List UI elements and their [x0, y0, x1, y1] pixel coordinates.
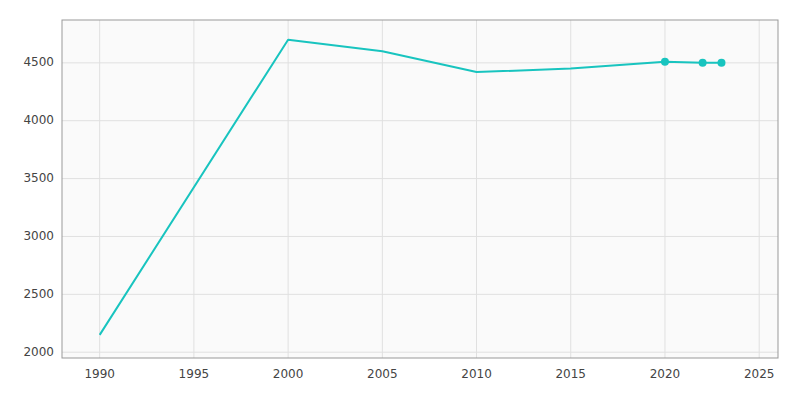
x-tick-label: 2000 — [273, 367, 304, 381]
y-grid-line — [62, 236, 778, 237]
y-tick-label: 4000 — [23, 113, 54, 127]
y-grid-line — [62, 178, 778, 179]
plot-background — [62, 20, 778, 358]
x-grid-line — [664, 20, 665, 358]
x-tick-label: 2020 — [650, 367, 681, 381]
x-tick-label: 1995 — [179, 367, 210, 381]
x-tick-label: 2025 — [744, 367, 775, 381]
y-tick-label: 4500 — [23, 55, 54, 69]
y-grid-line — [62, 294, 778, 295]
y-tick-label: 2500 — [23, 287, 54, 301]
x-grid-line — [476, 20, 477, 358]
x-tick-label: 2005 — [367, 367, 398, 381]
axes: 2000 2500 3000 3500 4000 4500 1990 1995 2000 2005… — [23, 20, 778, 381]
chart-container: 2000 2500 3000 3500 4000 4500 1990 1995 2000 2005… — [0, 0, 800, 400]
x-grid-line — [288, 20, 289, 358]
x-grid-line — [382, 20, 383, 358]
y-tick-label: 3000 — [23, 229, 54, 243]
y-grid-line — [62, 120, 778, 121]
plot-frame — [62, 20, 778, 358]
x-tick-label: 2015 — [555, 367, 586, 381]
y-tick-label: 3500 — [23, 171, 54, 185]
grid — [62, 20, 778, 358]
x-tick-label: 1990 — [84, 367, 115, 381]
point-marker — [661, 58, 669, 66]
series-line — [100, 40, 722, 335]
point-marker — [699, 59, 707, 67]
x-grid-line — [99, 20, 100, 358]
x-tick-label: 2010 — [461, 367, 492, 381]
y-tick-label: 2000 — [23, 345, 54, 359]
y-grid-line — [62, 352, 778, 353]
data-layer — [100, 40, 726, 335]
x-grid-line — [570, 20, 571, 358]
chart-svg: 2000 2500 3000 3500 4000 4500 1990 1995 2000 2005… — [0, 0, 800, 400]
point-marker — [717, 59, 725, 67]
x-grid-line — [759, 20, 760, 358]
